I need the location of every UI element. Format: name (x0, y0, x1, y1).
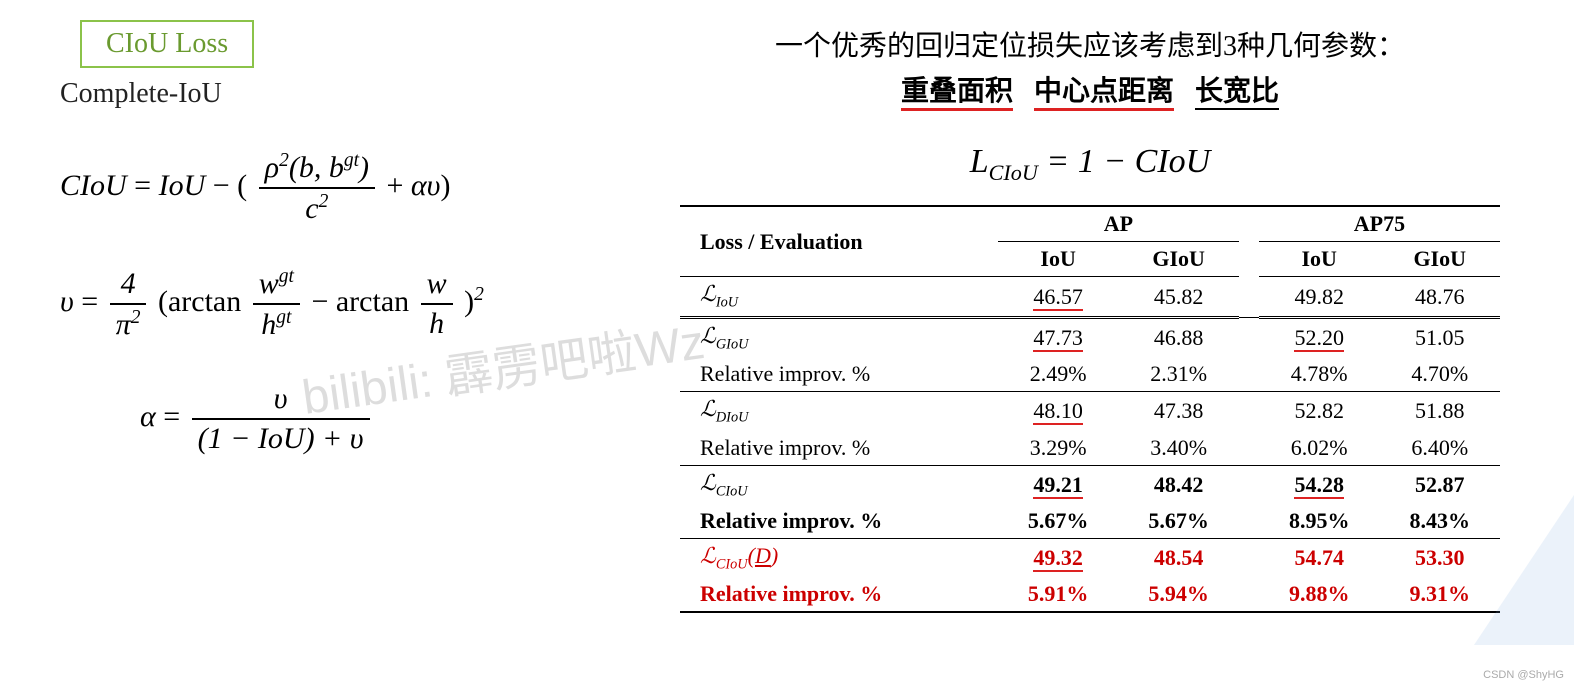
cell-ap_giou: 46.88 (1118, 317, 1239, 357)
cell-ap75_giou: 6.40% (1379, 431, 1500, 466)
formula-alpha: α = υ (1 − IoU) + υ (140, 382, 620, 456)
th-ap75-giou: GIoU (1379, 242, 1500, 277)
cell-ap_giou: 47.38 (1118, 392, 1239, 431)
cell-ap75_iou: 52.20 (1259, 317, 1380, 357)
row-label: Relative improv. % (680, 431, 998, 466)
cell-ap_iou: 49.32 (998, 538, 1119, 577)
cell-ap75_giou: 53.30 (1379, 538, 1500, 577)
term-aspect: 长宽比 (1195, 76, 1279, 110)
row-label: ℒDIoU (680, 392, 998, 431)
cell-ap_giou: 45.82 (1118, 277, 1239, 317)
table-row: ℒIoU46.5745.82 49.8248.76 (680, 277, 1500, 317)
th-ap75: AP75 (1259, 206, 1500, 242)
row-label: ℒCIoU (680, 465, 998, 504)
cell-ap_iou: 48.10 (998, 392, 1119, 431)
cell-ap75_giou: 51.05 (1379, 317, 1500, 357)
table-row: ℒDIoU48.1047.38 52.8251.88 (680, 392, 1500, 431)
cell-ap_iou: 46.57 (998, 277, 1119, 317)
cell-ap75_giou: 48.76 (1379, 277, 1500, 317)
th-ap: AP (998, 206, 1239, 242)
cell-ap_giou: 5.94% (1118, 577, 1239, 612)
formula-ciou: CIoU = IoU − ( ρ2(b, bgt) c2 + αυ) (60, 150, 620, 226)
cell-ap_giou: 48.42 (1118, 465, 1239, 504)
left-column: CIoU Loss Complete-IoU CIoU = IoU − ( ρ2… (60, 20, 620, 496)
table-row: Relative improv. %5.67%5.67%8.95%8.43% (680, 504, 1500, 539)
cell-ap_giou: 48.54 (1118, 538, 1239, 577)
cell-ap_iou: 5.67% (998, 504, 1119, 539)
cell-ap_iou: 3.29% (998, 431, 1119, 466)
th-loss: Loss / Evaluation (680, 206, 998, 277)
ciou-subtitle: Complete-IoU (60, 78, 620, 110)
cell-ap_iou: 5.91% (998, 577, 1119, 612)
row-label: Relative improv. % (680, 504, 998, 539)
cell-ap_iou: 2.49% (998, 357, 1119, 392)
term-center-dist: 中心点距离 (1034, 76, 1174, 111)
cell-ap75_giou: 4.70% (1379, 357, 1500, 392)
cell-ap75_iou: 9.88% (1259, 577, 1380, 612)
row-label: ℒIoU (680, 277, 998, 317)
th-ap-giou: GIoU (1118, 242, 1239, 277)
table-row: Relative improv. %5.91%5.94% 9.88%9.31% (680, 577, 1500, 612)
chinese-header: 一个优秀的回归定位损失应该考虑到3种几何参数： 重叠面积 中心点距离 长宽比 (650, 25, 1530, 115)
th-ap-iou: IoU (998, 242, 1119, 277)
row-label: ℒCIoU(D) (680, 538, 998, 577)
term-overlap: 重叠面积 (901, 76, 1013, 111)
cell-ap75_iou: 54.28 (1259, 465, 1380, 504)
row-label: Relative improv. % (680, 577, 998, 612)
table-row: ℒCIoU49.2148.42 54.2852.87 (680, 465, 1500, 504)
row-label: ℒGIoU (680, 317, 998, 357)
cell-ap75_giou: 9.31% (1379, 577, 1500, 612)
cell-ap_giou: 5.67% (1118, 504, 1239, 539)
right-column: 一个优秀的回归定位损失应该考虑到3种几何参数： 重叠面积 中心点距离 长宽比 L… (650, 25, 1530, 613)
row-label: Relative improv. % (680, 357, 998, 392)
formula-v: υ = 4 π2 (arctan wgt hgt − arctan w h )2 (60, 266, 620, 342)
results-table: Loss / Evaluation AP AP75 IoU GIoU IoU G… (680, 205, 1500, 613)
cell-ap75_iou: 52.82 (1259, 392, 1380, 431)
table-row: Relative improv. %2.49%2.31% 4.78%4.70% (680, 357, 1500, 392)
cell-ap75_iou: 4.78% (1259, 357, 1380, 392)
ch-line1: 一个优秀的回归定位损失应该考虑到3种几何参数： (775, 31, 1405, 62)
lciou-equation: LCIoU = 1 − CIoU (650, 143, 1530, 186)
cell-ap75_iou: 6.02% (1259, 431, 1380, 466)
cell-ap75_giou: 8.43% (1379, 504, 1500, 539)
cell-ap75_giou: 52.87 (1379, 465, 1500, 504)
table-row: ℒCIoU(D)49.3248.54 54.7453.30 (680, 538, 1500, 577)
table-row: ℒGIoU47.7346.88 52.2051.05 (680, 317, 1500, 357)
ciou-title-box: CIoU Loss (80, 20, 254, 68)
table-body: ℒIoU46.5745.82 49.8248.76 ℒGIoU47.7346.88 5… (680, 277, 1500, 612)
cell-ap_giou: 3.40% (1118, 431, 1239, 466)
cell-ap75_iou: 54.74 (1259, 538, 1380, 577)
table-header: Loss / Evaluation AP AP75 IoU GIoU IoU G… (680, 206, 1500, 277)
cell-ap_giou: 2.31% (1118, 357, 1239, 392)
cell-ap75_giou: 51.88 (1379, 392, 1500, 431)
cell-ap75_iou: 8.95% (1259, 504, 1380, 539)
cell-ap75_iou: 49.82 (1259, 277, 1380, 317)
cell-ap_iou: 47.73 (998, 317, 1119, 357)
table-row: Relative improv. %3.29%3.40% 6.02%6.40% (680, 431, 1500, 466)
cell-ap_iou: 49.21 (998, 465, 1119, 504)
attribution: CSDN @ShyHG (1483, 669, 1564, 681)
th-ap75-iou: IoU (1259, 242, 1380, 277)
